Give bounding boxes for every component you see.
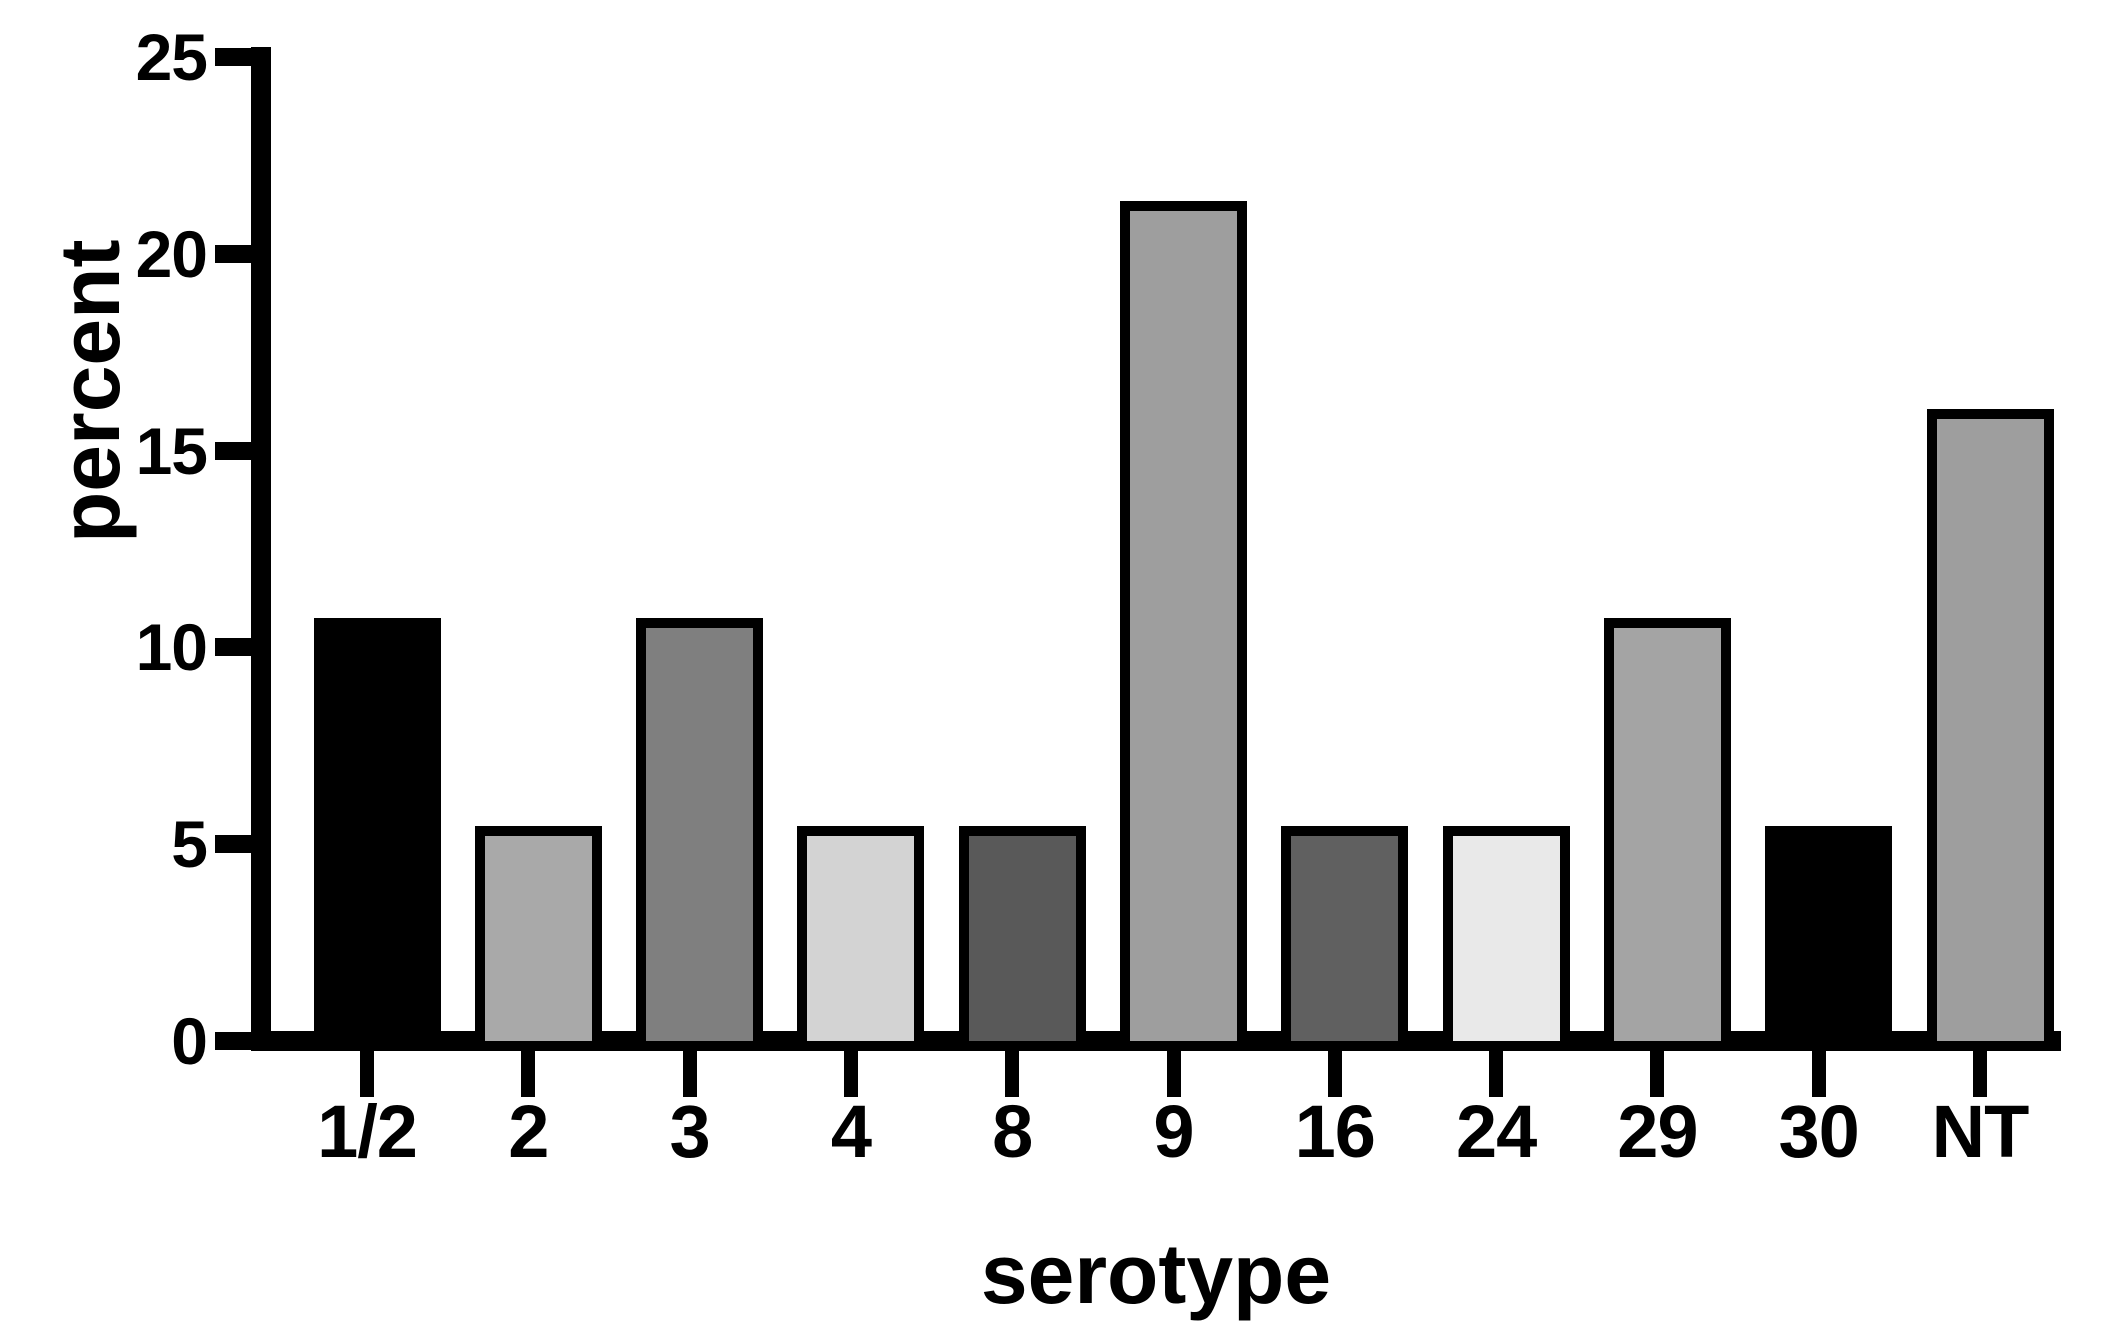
bar-9 [1120, 200, 1247, 1051]
x-tick-label-2: 2 [508, 1090, 549, 1173]
y-tick-0 [215, 1032, 251, 1050]
x-tick-16 [1327, 1051, 1342, 1097]
bar-NT [1926, 409, 2054, 1051]
x-tick-1/2 [360, 1051, 374, 1097]
bar-1/2 [313, 617, 441, 1051]
bar-3 [636, 617, 764, 1051]
x-tick-label-9: 9 [1153, 1090, 1194, 1173]
x-tick-2 [521, 1051, 536, 1097]
y-tick-label-20: 20 [135, 216, 208, 291]
x-tick-4 [843, 1051, 858, 1097]
x-tick-label-8: 8 [992, 1090, 1033, 1173]
y-tick-label-15: 15 [135, 413, 208, 488]
x-tick-24 [1489, 1051, 1504, 1097]
x-tick-3 [682, 1051, 697, 1097]
x-tick-label-24: 24 [1455, 1090, 1537, 1173]
y-tick-15 [215, 441, 251, 460]
bar-30 [1765, 826, 1893, 1051]
y-tick-25 [215, 48, 251, 66]
y-axis-spine [251, 47, 271, 1051]
x-axis-title: serotype [980, 1227, 1332, 1321]
x-tick-9 [1166, 1051, 1181, 1097]
x-tick-label-29: 29 [1617, 1090, 1698, 1173]
x-tick-29 [1650, 1051, 1665, 1097]
x-tick-30 [1811, 1051, 1826, 1097]
y-tick-10 [215, 638, 251, 657]
y-axis-title: percent [43, 239, 137, 543]
x-tick-NT [1973, 1051, 1987, 1097]
bar-24 [1442, 826, 1570, 1051]
y-tick-label-5: 5 [171, 807, 208, 882]
y-tick-label-25: 25 [135, 20, 208, 94]
y-tick-5 [215, 835, 251, 854]
bar-16 [1281, 826, 1409, 1051]
bar-8 [958, 826, 1086, 1051]
x-tick-label-3: 3 [669, 1090, 711, 1173]
x-tick-label-NT: NT [1931, 1090, 2030, 1173]
bar-4 [797, 826, 925, 1051]
y-tick-20 [215, 244, 251, 263]
x-tick-label-16: 16 [1294, 1090, 1376, 1173]
x-tick-label-4: 4 [830, 1090, 872, 1173]
x-tick-8 [1005, 1051, 1020, 1097]
y-tick-label-0: 0 [171, 1004, 208, 1078]
y-tick-label-10: 10 [135, 610, 208, 685]
x-tick-label-30: 30 [1778, 1090, 1860, 1173]
bar-2 [474, 826, 602, 1051]
x-tick-label-1/2: 1/2 [317, 1090, 418, 1173]
bar-29 [1603, 617, 1731, 1051]
